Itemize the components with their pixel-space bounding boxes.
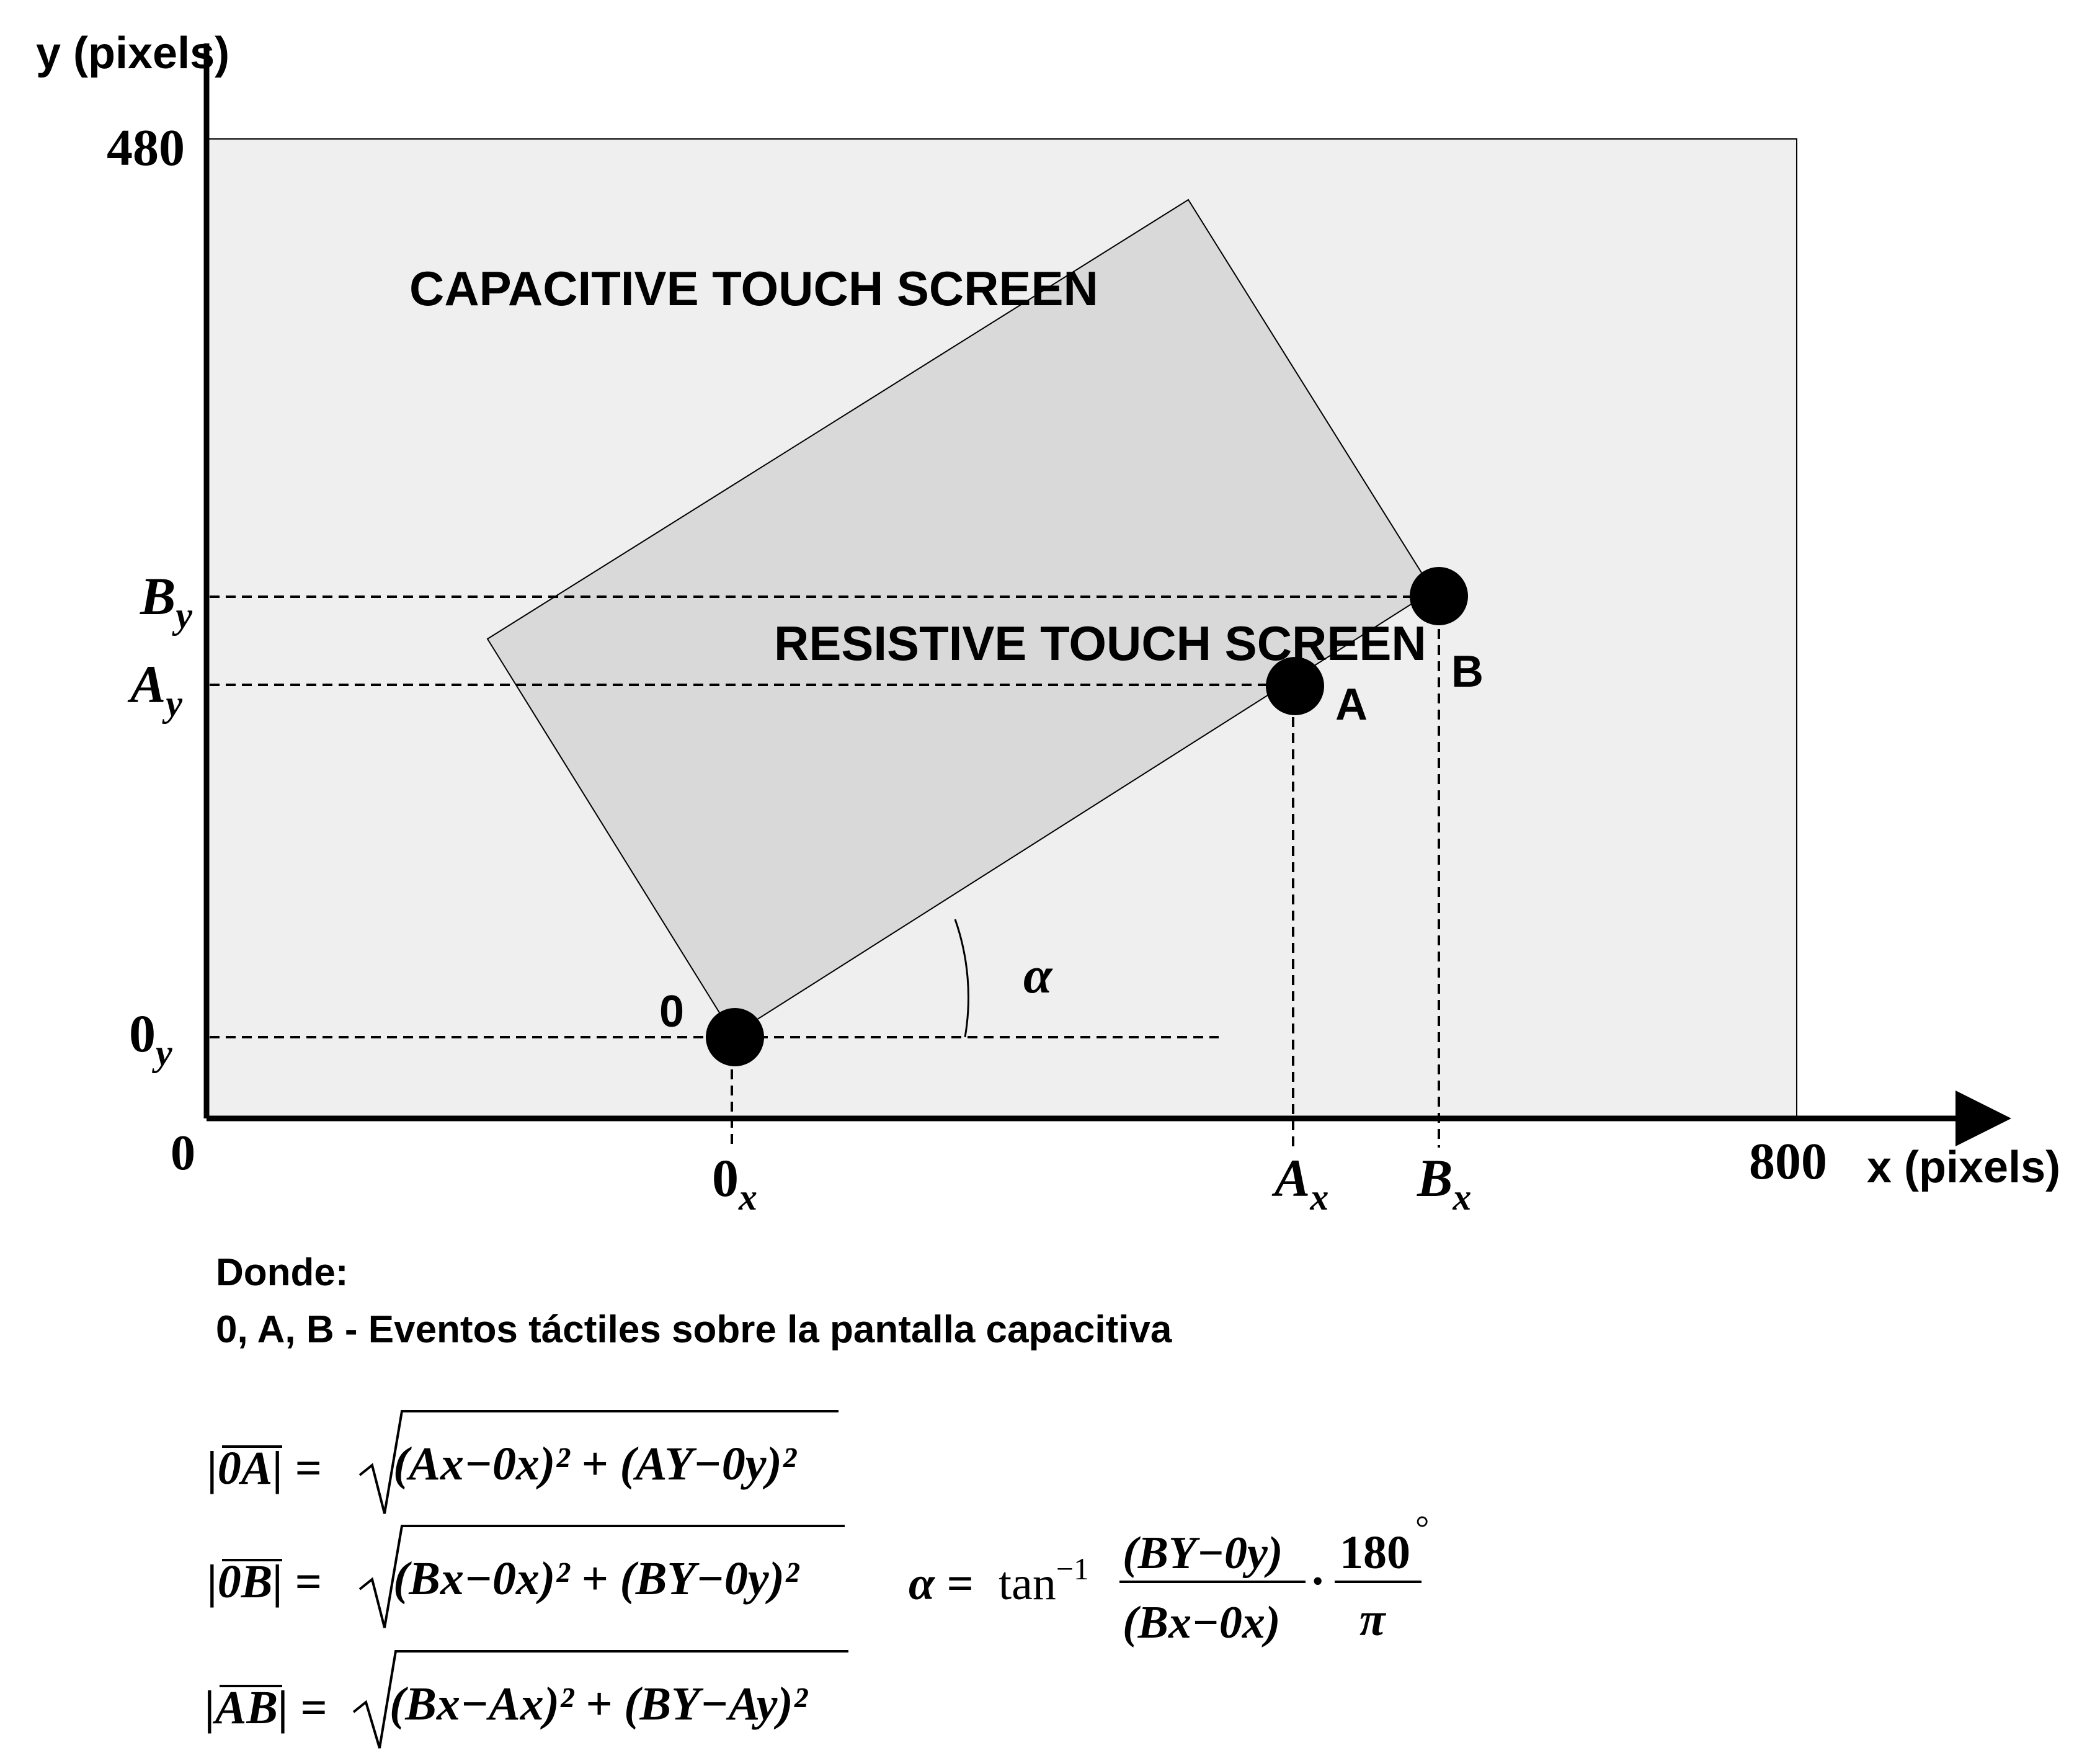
capacitive-screen-label: CAPACITIVE TOUCH SCREEN — [409, 261, 1098, 316]
formula-ob-rhs: (Bx−0x)² + (BY−0y)² — [393, 1553, 800, 1605]
touch-point-origin — [706, 1008, 764, 1066]
y-max-label: 480 — [107, 119, 185, 177]
formula-dot: · — [1310, 1555, 1325, 1607]
tick-label-0y: 0y — [129, 1004, 172, 1073]
origin-label: 0 — [171, 1126, 195, 1180]
formula-tan: tan−1 — [999, 1551, 1089, 1610]
tick-label-by: By — [140, 566, 192, 636]
formula-ob-sqrt — [358, 1525, 845, 1628]
legend-description: 0, A, B - Eventos táctiles sobre la pant… — [216, 1308, 1172, 1351]
formula-fraction-numerator: (BY−0y) — [1123, 1528, 1283, 1579]
angle-arc — [954, 919, 969, 1038]
tick-label-ax: Ax — [1271, 1148, 1328, 1218]
resistive-screen-area — [486, 198, 1434, 1036]
formula-oa-sqrt — [358, 1410, 839, 1514]
y-axis-label: y (pixels) — [36, 29, 229, 78]
tick-label-bx: Bx — [1417, 1148, 1471, 1218]
x-max-label: 800 — [1749, 1133, 1827, 1190]
resistive-screen-label: RESISTIVE TOUCH SCREEN — [774, 616, 1426, 671]
b-point-label: B — [1451, 647, 1484, 697]
formula-ob: |0B| = (Bx−0x)² + (BY−0y)² — [207, 1525, 845, 1628]
a-point-label: A — [1335, 680, 1368, 729]
x-axis-label: x (pixels) — [1867, 1143, 2060, 1192]
formula-degree-symbol: ° — [1415, 1509, 1429, 1548]
formula-deg-denominator: π — [1359, 1594, 1387, 1646]
formula-deg-numerator: 180 — [1340, 1527, 1410, 1579]
formula-oa-rhs: (Ax−0x)² + (AY−0y)² — [393, 1438, 798, 1490]
tick-label-ay: Ay — [127, 654, 182, 724]
formula-ab: |AB| = (Bx−Ax)² + (BY−Ay)² — [205, 1650, 848, 1749]
formula-oa-lhs: |0A| = — [207, 1442, 321, 1494]
origin-point-label: 0 — [659, 987, 684, 1037]
formula-ob-lhs: |0B| = — [207, 1556, 321, 1608]
touch-point-a — [1266, 657, 1324, 715]
formula-fraction-denominator: (Bx−0x) — [1123, 1597, 1280, 1648]
legend-title: Donde: — [216, 1251, 349, 1294]
formula-alpha: α = tan−1 (BY−0y) (Bx−0x) · 180 ° π — [909, 1509, 1429, 1648]
formula-alpha-lhs: α = — [909, 1558, 973, 1610]
angle-alpha-label: α — [1023, 947, 1053, 1004]
formula-ab-sqrt — [352, 1650, 848, 1749]
formula-oa: |0A| = (Ax−0x)² + (AY−0y)² — [207, 1410, 839, 1514]
formula-ab-rhs: (Bx−Ax)² + (BY−Ay)² — [389, 1678, 809, 1730]
touch-point-b — [1410, 567, 1468, 625]
tick-label-0x: 0x — [712, 1148, 757, 1218]
formula-ab-lhs: |AB| = — [205, 1682, 327, 1734]
